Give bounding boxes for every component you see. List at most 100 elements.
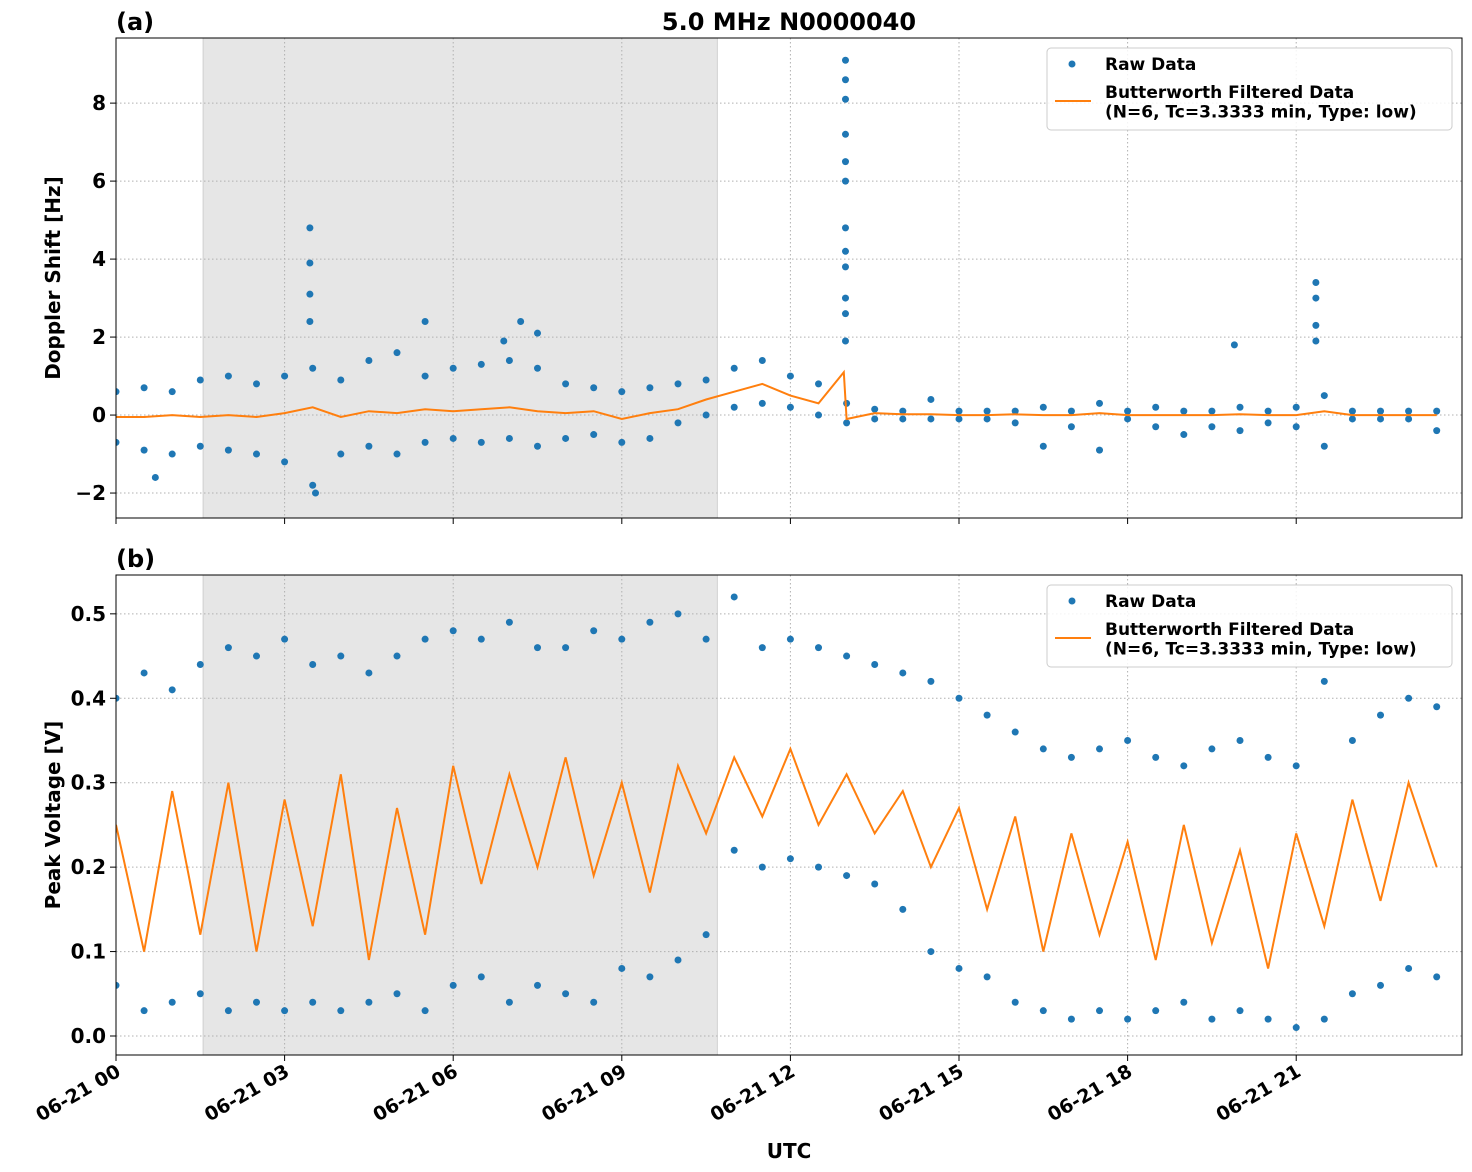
raw-point [337,450,345,458]
raw-point [646,384,654,392]
raw-point [1292,1024,1300,1032]
y-tick-label: 8 [92,91,106,115]
raw-point [140,384,148,392]
raw-point [562,644,570,652]
raw-point [1124,415,1132,423]
raw-point [477,438,485,446]
raw-point [1433,407,1441,415]
x-tick-label: 06-21 15 [875,1060,967,1126]
raw-point [1264,1015,1272,1023]
y-tick-label: 0 [92,403,106,427]
raw-point [365,442,373,450]
raw-point [281,635,289,643]
raw-point [337,376,345,384]
raw-point [955,694,963,702]
raw-point [899,415,907,423]
y-tick-label: 4 [92,247,106,271]
raw-point [815,863,823,871]
raw-point [449,434,457,442]
raw-point [871,405,879,413]
raw-point [534,981,542,989]
plot-area [116,38,1462,518]
raw-point [337,652,345,660]
raw-point [1405,694,1413,702]
y-tick-label: 0.3 [71,771,106,795]
raw-point [841,263,849,271]
raw-point [590,627,598,635]
raw-point [955,964,963,972]
raw-point [1096,745,1104,753]
raw-point [168,388,176,396]
raw-point [196,990,204,998]
raw-point [899,905,907,913]
raw-point [224,446,232,454]
raw-point [590,384,598,392]
raw-point [983,711,991,719]
raw-point [196,660,204,668]
raw-point [1208,745,1216,753]
raw-point [421,1007,429,1015]
raw-point [1039,745,1047,753]
raw-point [871,880,879,888]
raw-point [674,419,682,427]
raw-point [618,964,626,972]
raw-point [786,403,794,411]
raw-point [899,407,907,415]
raw-point [1348,736,1356,744]
y-tick-label: 0.4 [71,686,106,710]
x-tick-label: 06-21 06 [369,1060,461,1126]
raw-point [116,438,120,446]
shaded-interval [202,38,718,518]
raw-point [253,998,261,1006]
raw-point [1124,736,1132,744]
raw-point [841,224,849,232]
raw-point [674,380,682,388]
raw-point [562,990,570,998]
raw-point [1208,407,1216,415]
legend-label: Butterworth Filtered Data (N=6, Tc=3.3333… [1105,620,1417,660]
raw-point [955,407,963,415]
raw-point [253,652,261,660]
chart-title: 5.0 MHz N0000040 [662,8,916,36]
raw-point [477,973,485,981]
raw-point [955,415,963,423]
raw-point [140,669,148,677]
raw-point [1096,1007,1104,1015]
raw-point [365,356,373,364]
x-tick-label: 06-21 12 [707,1060,799,1126]
filtered-line [116,746,1438,969]
raw-point [505,434,513,442]
raw-point [281,1007,289,1015]
raw-point [646,434,654,442]
raw-point [449,627,457,635]
raw-point [1124,1015,1132,1023]
legend: Raw Data Butterworth Filtered Data (N=6, T… [1046,47,1453,131]
raw-point [841,76,849,84]
raw-point [1264,753,1272,761]
raw-point [841,294,849,302]
raw-point [1180,762,1188,770]
raw-point [309,660,317,668]
raw-point [758,399,766,407]
raw-point [1152,423,1160,431]
raw-point [1039,1007,1047,1015]
raw-point [1236,427,1244,435]
raw-point [534,644,542,652]
x-tick-label: 06-21 09 [538,1060,630,1126]
legend-label: Raw Data [1105,55,1196,75]
raw-point [1312,278,1320,286]
axes-frame [115,37,1463,519]
y-tick-label: 0.1 [71,940,106,964]
raw-point [1208,423,1216,431]
raw-point [1152,403,1160,411]
raw-point [505,356,513,364]
raw-point [841,158,849,166]
raw-point [1096,446,1104,454]
raw-point [1320,392,1328,400]
raw-point [421,317,429,325]
raw-point [477,360,485,368]
raw-point [1236,1007,1244,1015]
raw-point [281,458,289,466]
raw-point [983,415,991,423]
raw-point [393,990,401,998]
